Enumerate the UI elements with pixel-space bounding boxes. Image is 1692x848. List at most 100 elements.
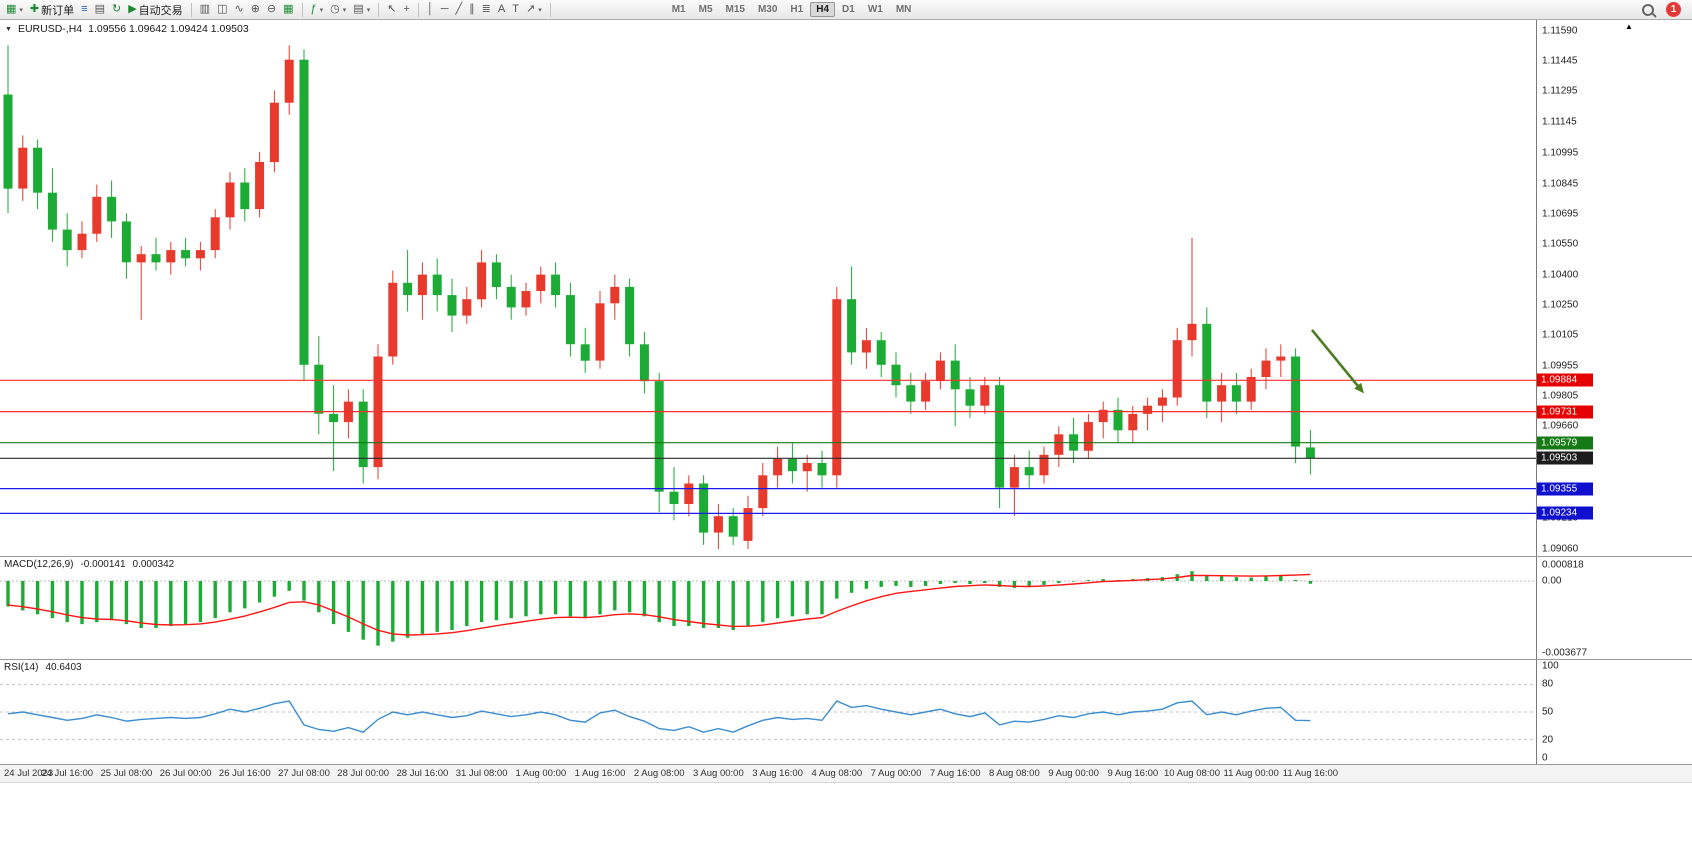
tile-windows-icon: ▦ <box>283 3 294 15</box>
timeframe-button-h4[interactable]: H4 <box>810 2 836 17</box>
toolbar-separator <box>549 2 551 17</box>
candle-body <box>121 221 131 263</box>
search-button[interactable] <box>1639 1 1657 18</box>
toolbar-separator <box>417 2 419 17</box>
timeframe-button-h1[interactable]: H1 <box>790 4 804 15</box>
candle-body <box>521 291 531 308</box>
price-chart-panel: ▲ 1.11590 1.11445 1.11295 1.11145 1.10995 1.1… <box>0 20 1692 556</box>
panel-separator[interactable] <box>0 659 1692 660</box>
price-tick: 1.09955 <box>1542 360 1579 372</box>
channel-button[interactable]: ∥ <box>466 1 478 18</box>
cursor-button[interactable]: ↖ <box>384 1 399 18</box>
timeframe-button-m1[interactable]: M1 <box>671 4 686 15</box>
macd-axis[interactable]: 0.000818 0.00 -0.003677 <box>1536 557 1692 659</box>
clock-icon: ◷ <box>330 3 340 15</box>
macd-name: MACD(12,26,9) <box>4 559 74 570</box>
indicators-button[interactable]: ƒ ▾ <box>308 1 327 18</box>
timeframe-button-mn[interactable]: MN <box>895 4 912 15</box>
time-label: 1 Aug 16:00 <box>574 768 626 779</box>
panel-separator[interactable] <box>0 556 1692 557</box>
new-order-button[interactable]: ✚ 新订单 <box>27 1 77 18</box>
bar-chart-icon: ▥ <box>199 3 211 15</box>
rsi-label: RSI(14) 40.6403 <box>4 662 82 673</box>
tile-windows-button[interactable]: ▦ <box>280 1 296 18</box>
market-watch-icon: ≡ <box>81 3 88 15</box>
price-badge: 1.09234 <box>1537 506 1593 520</box>
price-tick: 1.10105 <box>1542 329 1579 341</box>
arrow-annotation-line[interactable] <box>1310 329 1362 390</box>
price-tick: 1.09660 <box>1542 420 1579 432</box>
notification-badge[interactable]: 1 <box>1666 2 1681 17</box>
candle-body <box>3 94 13 189</box>
horizontal-line-button[interactable]: ─ <box>438 1 452 18</box>
rsi-axis-tick: 80 <box>1542 678 1554 690</box>
auto-trading-label: 自动交易 <box>138 4 183 17</box>
refresh-button[interactable]: ↻ <box>109 1 124 18</box>
timeframe-button-w1[interactable]: W1 <box>867 4 883 15</box>
candle-body <box>847 299 857 353</box>
price-tick: 1.10845 <box>1542 178 1579 190</box>
trendline-button[interactable]: ╱ <box>453 1 466 18</box>
horizontal-line-icon: ─ <box>440 3 449 15</box>
time-axis[interactable]: 24 Jul 2023 24 Jul 16:00 25 Jul 08:00 26 Ju… <box>0 765 1692 783</box>
candle-body <box>595 303 605 361</box>
candle-body <box>255 162 265 210</box>
one-click-trading-expander[interactable]: ▼ <box>5 25 12 33</box>
candle-body <box>403 282 413 296</box>
candle-body <box>728 516 738 537</box>
timeframe-button-m30[interactable]: M30 <box>757 4 778 15</box>
crosshair-button[interactable]: + <box>400 1 412 18</box>
macd-axis-tick: 0.00 <box>1542 575 1562 587</box>
macd-signal-value: 0.000342 <box>132 559 175 570</box>
rsi-plot[interactable] <box>0 660 1536 764</box>
price-badge: 1.09884 <box>1537 373 1593 387</box>
arrows-button[interactable]: ↗ ▾ <box>523 1 545 18</box>
label-button[interactable]: T <box>509 1 522 18</box>
indicators-icon: ƒ <box>310 3 317 15</box>
new-chart-button[interactable]: ▦ ▾ <box>3 1 26 18</box>
periods-button[interactable]: ◷ ▾ <box>327 1 349 18</box>
zoom-in-button[interactable]: ⊕ <box>248 1 263 18</box>
macd-plot[interactable] <box>0 557 1536 659</box>
price-tick: 1.11445 <box>1542 55 1578 67</box>
market-watch-button[interactable]: ≡ <box>78 1 90 18</box>
timeframe-button-d1[interactable]: D1 <box>842 4 855 15</box>
zoom-out-button[interactable]: ⊖ <box>264 1 279 18</box>
price-axis[interactable]: ▲ 1.11590 1.11445 1.11295 1.11145 1.10995 1.1… <box>1536 20 1692 556</box>
timeframe-button-m15[interactable]: M15 <box>725 4 745 15</box>
bar-chart-button[interactable]: ▥ <box>197 1 213 18</box>
time-label: 24 Jul 16:00 <box>41 768 94 779</box>
candle-body <box>758 475 768 509</box>
candle-body <box>210 217 220 251</box>
toolbar-separator <box>378 2 380 17</box>
price-chart-plot[interactable] <box>0 20 1536 556</box>
templates-button[interactable]: ▤ ▾ <box>350 1 373 18</box>
vertical-line-button[interactable]: │ <box>424 1 437 18</box>
fibonacci-button[interactable]: ≣ <box>479 1 494 18</box>
time-label: 28 Jul 00:00 <box>337 768 390 779</box>
auto-trading-button[interactable]: ▶ 自动交易 <box>125 1 185 18</box>
candle-body <box>181 250 191 259</box>
line-chart-button[interactable]: ∿ <box>231 1 246 18</box>
text-button[interactable]: A <box>495 1 508 18</box>
data-window-button[interactable]: ▤ <box>92 1 108 18</box>
candlestick-chart-button[interactable]: ◫ <box>214 1 230 18</box>
timeframe-button-m5[interactable]: M5 <box>698 4 713 15</box>
rsi-name: RSI(14) <box>4 662 39 673</box>
scroll-marker: ▲ <box>1625 22 1633 31</box>
price-badge: 1.09731 <box>1537 405 1593 419</box>
panel-separator[interactable] <box>0 764 1692 765</box>
price-tick: 1.11145 <box>1542 116 1577 128</box>
data-window-icon: ▤ <box>94 3 105 15</box>
candle-body <box>1261 360 1271 377</box>
rsi-axis[interactable]: 100 80 50 20 0 <box>1536 660 1692 764</box>
time-label: 26 Jul 00:00 <box>159 768 212 779</box>
macd-axis-tick: -0.003677 <box>1542 647 1588 659</box>
play-icon: ▶ <box>128 3 137 15</box>
rsi-axis-tick: 0 <box>1542 752 1548 764</box>
rsi-value: 40.6403 <box>45 662 82 673</box>
chevron-down-icon: ▾ <box>366 6 371 14</box>
candle-body <box>773 458 783 476</box>
candle-body <box>1276 356 1286 361</box>
candle-body <box>314 364 324 414</box>
